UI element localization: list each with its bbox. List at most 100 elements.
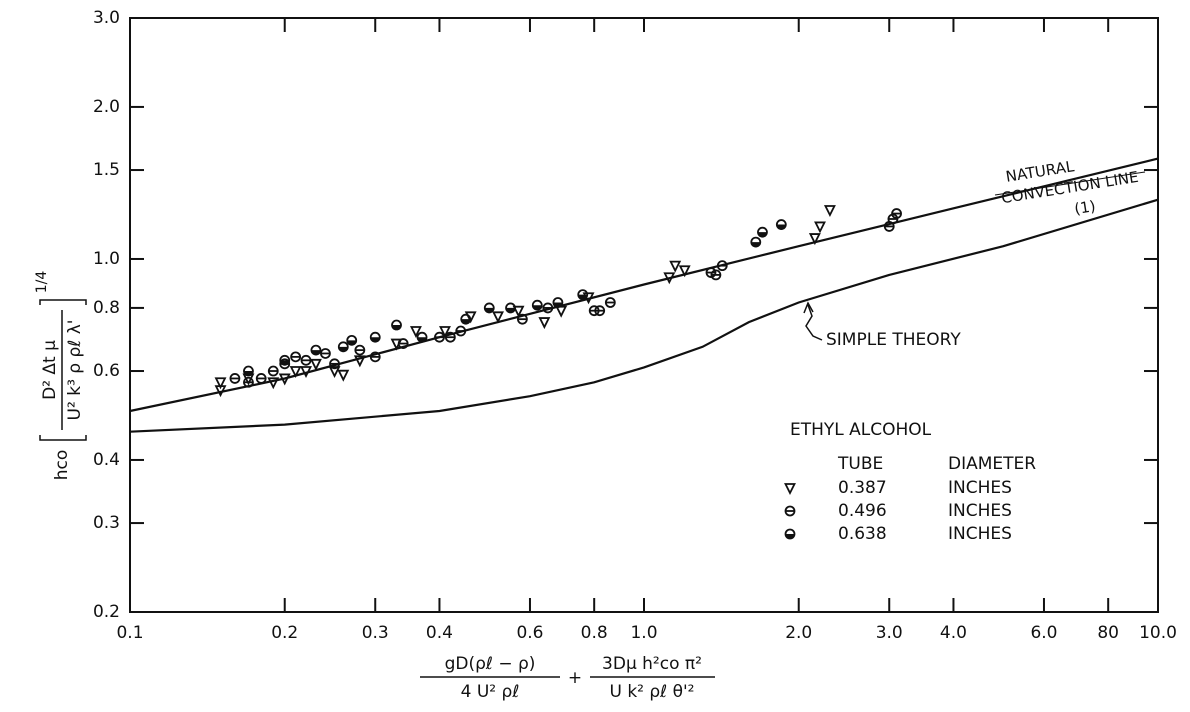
x-label-term2-num: 3Dμ h²co π² (602, 654, 702, 674)
marker (594, 305, 606, 317)
marker (531, 299, 543, 311)
marker-shape (464, 311, 477, 324)
marker-shape (553, 302, 563, 308)
marker (346, 334, 358, 346)
marker-shape (289, 366, 302, 379)
y-tick-label: 3.0 (93, 8, 120, 28)
marker (353, 355, 366, 368)
marker (750, 236, 762, 248)
marker (808, 233, 821, 246)
marker (290, 351, 302, 363)
marker-shape (280, 360, 290, 365)
legend-title: ETHYL ALCOHOL (790, 420, 932, 440)
marker (784, 505, 796, 517)
marker (757, 226, 768, 238)
marker (678, 265, 691, 278)
marker (329, 358, 340, 370)
x-label-plus: + (568, 668, 582, 688)
marker (555, 305, 568, 318)
marker (460, 313, 472, 325)
marker-shape (785, 534, 795, 539)
marker (369, 351, 381, 363)
marker (512, 305, 525, 318)
marker (320, 348, 331, 359)
legend-label: 0.387 (838, 478, 887, 498)
marker-shape (278, 373, 291, 386)
x-label-term1-den: 4 U² ρℓ (461, 682, 520, 702)
marker-shape (417, 337, 427, 342)
marker (279, 354, 291, 366)
marker-shape (532, 305, 542, 310)
marker (784, 528, 796, 540)
marker-shape (669, 260, 682, 273)
marker-shape (492, 311, 504, 324)
marker (397, 338, 409, 349)
y-axis-label: hco D² Δt μ U² k³ ρ ρℓ λ' 1/4 (34, 271, 87, 481)
legend-unit: INCHES (948, 501, 1012, 521)
marker-shape (823, 205, 836, 218)
marker (455, 325, 467, 337)
x-tick-label: 2.0 (785, 623, 812, 643)
marker-shape (347, 340, 357, 345)
marker (439, 326, 451, 339)
marker (542, 302, 554, 314)
legend-label: 0.638 (838, 524, 887, 544)
y-tick-label: 0.4 (93, 450, 120, 470)
marker-shape (439, 326, 451, 339)
marker-shape (392, 325, 402, 330)
y-label-symbol: hco (52, 450, 72, 481)
x-tick-label: 10.0 (1139, 623, 1177, 643)
x-tick-label: 0.8 (581, 623, 608, 643)
y-label-brackets (39, 299, 87, 441)
marker-shape (337, 369, 350, 382)
marker (243, 365, 254, 377)
marker (505, 302, 516, 314)
x-axis-label: gD(ρℓ − ρ) 4 U² ρℓ + 3Dμ h²co π² U k² ρℓ… (420, 654, 715, 702)
x-tick-label: 4.0 (940, 623, 967, 643)
marker (391, 319, 402, 331)
y-tick-label: 0.6 (93, 361, 120, 381)
legend-unit: INCHES (948, 524, 1012, 544)
x-label-term1-num: gD(ρℓ − ρ) (445, 654, 536, 674)
x-tick-label: 0.6 (516, 623, 543, 643)
marker (891, 208, 902, 219)
marker-shape (538, 317, 551, 330)
marker (444, 331, 456, 343)
marker (716, 260, 728, 272)
marker-shape (461, 319, 471, 324)
marker (517, 313, 528, 325)
curve (129, 157, 1159, 413)
marker (300, 366, 312, 379)
plot-frame (129, 17, 1159, 613)
x-tick-label: 0.4 (426, 623, 453, 643)
marker (369, 331, 381, 343)
x-tick-label: 80 (1097, 623, 1119, 643)
marker (538, 317, 551, 330)
marker-shape (757, 232, 767, 237)
marker (309, 358, 322, 371)
legend-header: TUBE (837, 454, 883, 474)
legend-label: 0.496 (838, 501, 887, 521)
marker (823, 205, 836, 218)
x-tick-label: 3.0 (876, 623, 903, 643)
marker-shape (353, 355, 366, 368)
annotation-arrow (805, 304, 823, 341)
marker-shape (300, 366, 312, 379)
marker (229, 373, 241, 384)
marker (577, 289, 589, 301)
marker-shape (578, 294, 588, 300)
marker-shape (328, 366, 341, 379)
legend-header: DIAMETER (948, 454, 1036, 474)
x-tick-label: 6.0 (1030, 623, 1057, 643)
annotation-arrowhead (803, 301, 814, 314)
x-tick-label: 1.0 (630, 623, 657, 643)
y-label-num: D² Δt μ (40, 340, 60, 400)
marker-shape (506, 307, 516, 313)
marker (552, 297, 564, 308)
marker-shape (338, 346, 348, 352)
marker (483, 302, 495, 314)
y-tick-label: 0.3 (93, 513, 120, 533)
marker-shape (776, 224, 786, 230)
marker-shape (663, 272, 676, 285)
y-label-power: 1/4 (34, 271, 50, 294)
